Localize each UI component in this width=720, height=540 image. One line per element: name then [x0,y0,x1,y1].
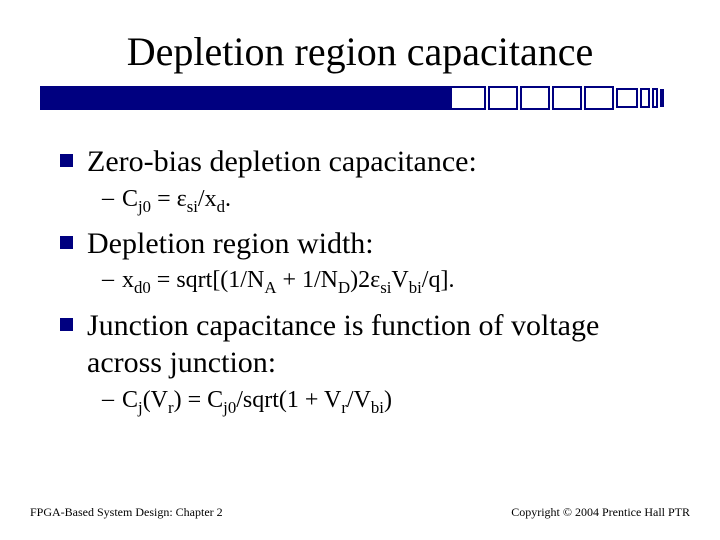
footer-right: Copyright © 2004 Prentice Hall PTR [511,505,690,520]
decorative-box [520,86,550,110]
bullet-text: Depletion region width: [87,225,374,263]
decorative-box [640,88,650,108]
footer: FPGA-Based System Design: Chapter 2 Copy… [30,505,690,520]
decorative-box [450,86,486,110]
slide: Depletion region capacitance Zero-bias d… [0,0,720,540]
decorative-box [584,86,614,110]
slide-title: Depletion region capacitance [40,28,680,75]
sub-bullet-item: –xd0 = sqrt[(1/NA + 1/ND)2εsiVbi/q]. [102,264,680,296]
bullet-item: Junction capacitance is function of volt… [60,307,680,382]
dash-icon: – [102,264,114,295]
decorative-box [660,89,664,107]
content-area: Zero-bias depletion capacitance:–Cj0 = ε… [40,143,680,416]
sub-bullet-item: –Cj0 = εsi/xd. [102,183,680,215]
bullet-square-icon [60,236,73,249]
bullet-text: Zero-bias depletion capacitance: [87,143,477,181]
decorative-box [652,88,658,108]
bullet-square-icon [60,318,73,331]
dash-icon: – [102,384,114,415]
decorative-box [552,86,582,110]
dash-icon: – [102,183,114,214]
sub-bullet-item: –Cj(Vr) = Cj0/sqrt(1 + Vr/Vbi) [102,384,680,416]
sub-bullet-text: xd0 = sqrt[(1/NA + 1/ND)2εsiVbi/q]. [122,264,454,296]
decorative-bar-boxes [450,85,666,111]
decorative-box [488,86,518,110]
bullet-square-icon [60,154,73,167]
footer-left: FPGA-Based System Design: Chapter 2 [30,505,223,520]
decorative-bar-solid [40,86,450,110]
sub-bullet-text: Cj0 = εsi/xd. [122,183,231,215]
sub-bullet-text: Cj(Vr) = Cj0/sqrt(1 + Vr/Vbi) [122,384,392,416]
decorative-bar [40,85,680,111]
bullet-text: Junction capacitance is function of volt… [87,307,680,382]
bullet-item: Depletion region width: [60,225,680,263]
bullet-item: Zero-bias depletion capacitance: [60,143,680,181]
decorative-box [616,88,638,108]
